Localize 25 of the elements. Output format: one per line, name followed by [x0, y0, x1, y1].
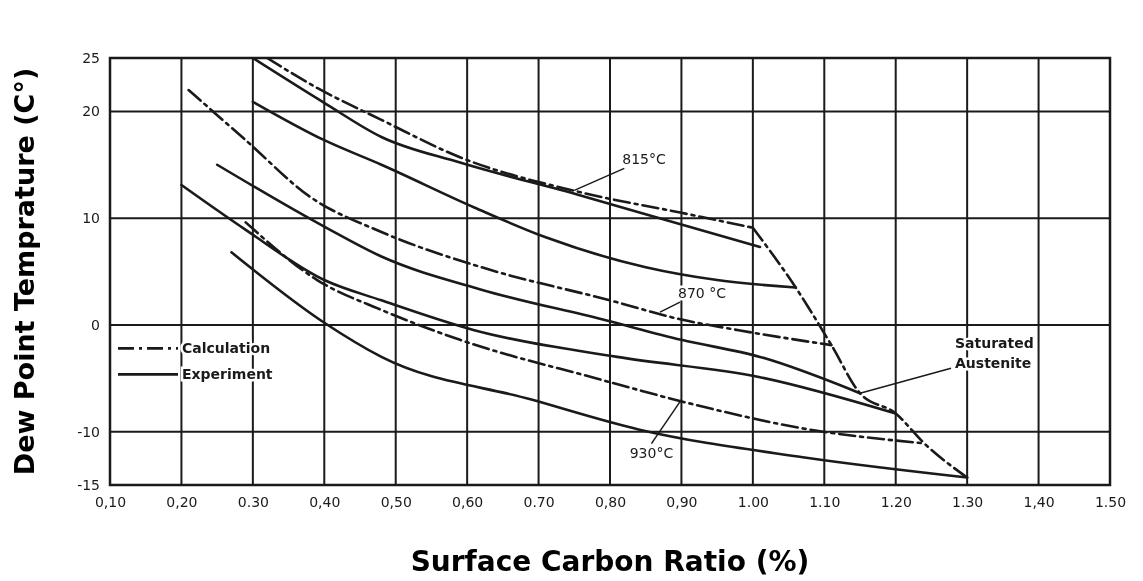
y-axis-title: Dew Point Temprature (C°) — [9, 67, 40, 476]
x-tick-label: 1,40 — [1023, 493, 1055, 510]
x-axis-title: Surface Carbon Ratio (%) — [410, 545, 810, 578]
x-tick-label: 1.00 — [737, 493, 769, 510]
x-tick-label: 1.10 — [809, 493, 841, 510]
x-tick-label: 1.50 — [1094, 493, 1127, 510]
annotation: 930°C — [629, 444, 674, 461]
y-tick-label: 0 — [91, 316, 100, 333]
y-tick-label: 25 — [82, 49, 100, 66]
x-tick-label: 0,90 — [666, 493, 698, 510]
y-tick-label: 10 — [82, 210, 100, 227]
x-tick-label: 0,10 — [94, 493, 127, 510]
x-tick-label: 0,60 — [452, 493, 484, 510]
x-tick-label: 0,80 — [594, 493, 627, 510]
x-tick-label: 0,50 — [380, 493, 412, 510]
y-tick-label: -10 — [77, 423, 100, 440]
x-tick-label: 1.30 — [952, 493, 984, 510]
annotation: 815°C — [622, 151, 667, 168]
x-tick-label: 0,20 — [166, 493, 198, 510]
x-tick-label: 0.30 — [237, 493, 269, 510]
y-tick-label: 20 — [82, 103, 100, 120]
x-tick-label: 0.70 — [523, 493, 555, 510]
x-tick-label: 1.20 — [880, 493, 912, 510]
y-tick-label: -15 — [77, 476, 100, 493]
x-tick-label: 0,40 — [309, 493, 341, 510]
